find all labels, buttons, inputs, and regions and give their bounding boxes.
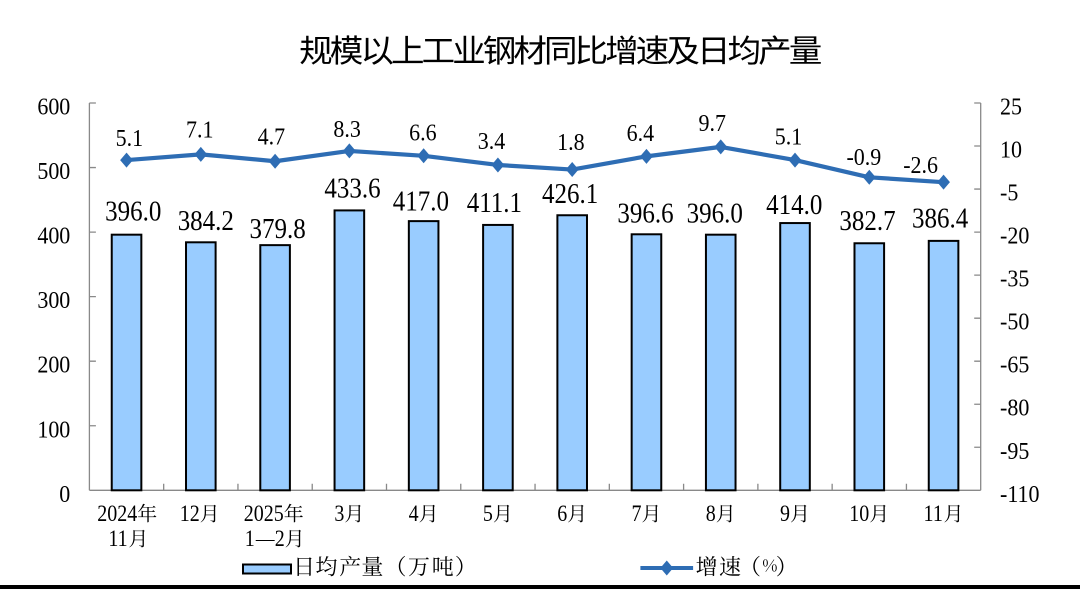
svg-text:-95: -95 xyxy=(1000,438,1029,465)
svg-text:8.3: 8.3 xyxy=(333,116,360,143)
svg-text:0: 0 xyxy=(59,481,70,508)
svg-text:25: 25 xyxy=(1000,93,1022,120)
svg-text:300: 300 xyxy=(37,287,70,314)
svg-text:414.0: 414.0 xyxy=(766,189,822,221)
svg-text:12: 12 xyxy=(180,501,200,527)
svg-text:400: 400 xyxy=(37,223,70,250)
svg-text:100: 100 xyxy=(37,416,70,443)
svg-text:9.7: 9.7 xyxy=(698,110,725,137)
svg-text:384.2: 384.2 xyxy=(178,204,234,236)
svg-text:1.8: 1.8 xyxy=(557,129,584,156)
svg-text:5.1: 5.1 xyxy=(116,125,143,152)
svg-text:-110: -110 xyxy=(1000,481,1040,508)
svg-text:-80: -80 xyxy=(1000,395,1029,422)
svg-text:4: 4 xyxy=(409,501,419,527)
svg-text:6.6: 6.6 xyxy=(409,120,436,147)
svg-text:379.8: 379.8 xyxy=(249,212,305,244)
svg-text:-2.6: -2.6 xyxy=(903,152,938,179)
svg-text:411.1: 411.1 xyxy=(467,187,522,219)
svg-text:6.4: 6.4 xyxy=(627,120,655,147)
svg-text:396.0: 396.0 xyxy=(687,197,743,229)
svg-text:-0.9: -0.9 xyxy=(846,144,881,171)
svg-text:8: 8 xyxy=(706,501,716,527)
svg-text:2025: 2025 xyxy=(244,501,284,527)
svg-text:7.1: 7.1 xyxy=(186,117,213,144)
svg-text:10: 10 xyxy=(849,501,869,527)
svg-text:10: 10 xyxy=(1000,136,1022,163)
svg-text:6: 6 xyxy=(557,501,567,527)
svg-text:5.1: 5.1 xyxy=(775,123,802,150)
svg-text:11: 11 xyxy=(108,526,127,552)
svg-text:2024: 2024 xyxy=(97,501,137,527)
svg-text:-65: -65 xyxy=(1000,352,1029,379)
svg-text:3.4: 3.4 xyxy=(478,128,506,155)
svg-text:-35: -35 xyxy=(1000,266,1029,293)
svg-text:4.7: 4.7 xyxy=(258,124,285,151)
svg-text:386.4: 386.4 xyxy=(912,202,968,234)
svg-text:600: 600 xyxy=(37,93,70,120)
svg-text:11: 11 xyxy=(924,501,943,527)
svg-text:396.6: 396.6 xyxy=(617,197,673,229)
svg-text:-20: -20 xyxy=(1000,223,1029,250)
svg-text:-5: -5 xyxy=(1000,179,1018,206)
svg-text:200: 200 xyxy=(37,352,70,379)
svg-text:433.6: 433.6 xyxy=(324,172,380,204)
svg-text:-50: -50 xyxy=(1000,309,1029,336)
svg-text:3: 3 xyxy=(334,501,344,527)
svg-text:5: 5 xyxy=(483,501,493,527)
svg-text:426.1: 426.1 xyxy=(542,178,598,210)
svg-text:417.0: 417.0 xyxy=(393,185,449,217)
svg-text:396.0: 396.0 xyxy=(105,195,161,227)
svg-text:1: 1 xyxy=(245,526,255,552)
svg-text:382.7: 382.7 xyxy=(839,204,895,236)
svg-text:2: 2 xyxy=(275,526,285,552)
svg-text:9: 9 xyxy=(780,501,790,527)
svg-text:7: 7 xyxy=(631,501,641,527)
svg-text:500: 500 xyxy=(37,158,70,185)
